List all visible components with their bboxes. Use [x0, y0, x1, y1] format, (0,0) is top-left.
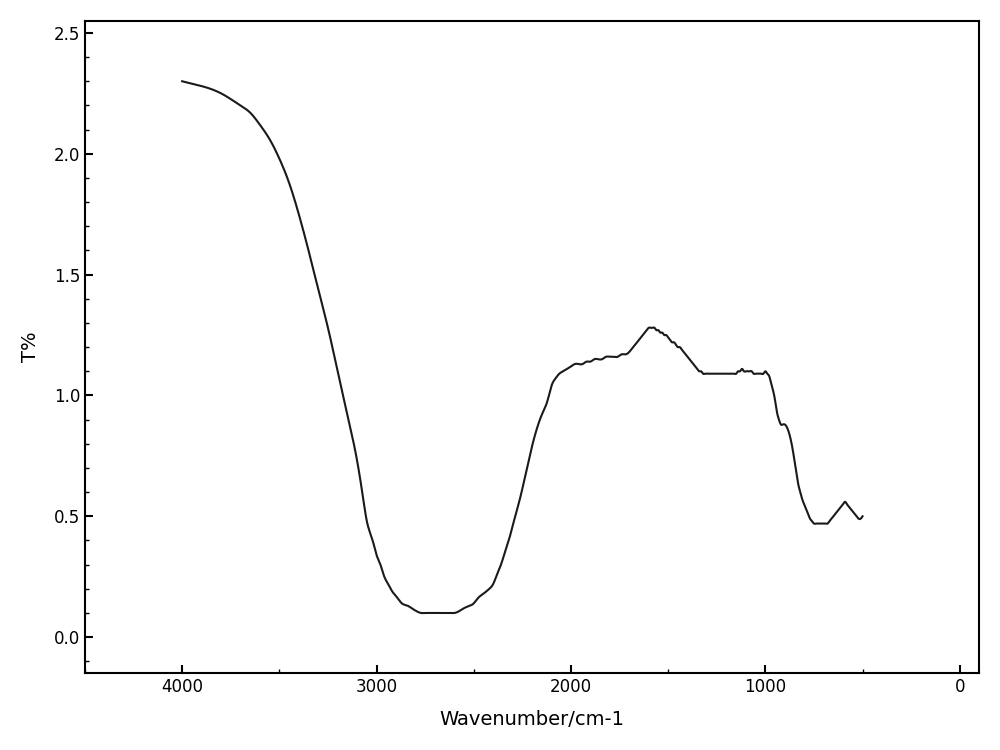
Y-axis label: T%: T%: [21, 332, 40, 362]
X-axis label: Wavenumber/cm-1: Wavenumber/cm-1: [440, 710, 625, 729]
